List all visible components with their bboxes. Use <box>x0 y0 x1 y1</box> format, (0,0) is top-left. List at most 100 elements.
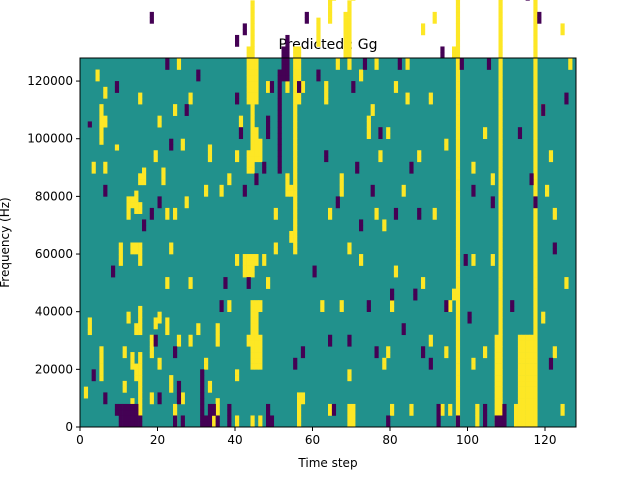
heatmap-cell-high <box>254 352 259 359</box>
heatmap-cell-high <box>258 305 263 312</box>
heatmap-cell-high <box>483 127 488 134</box>
heatmap-cell-high <box>157 121 162 128</box>
heatmap-cell-high <box>242 271 247 278</box>
heatmap-cell-high <box>343 29 348 36</box>
heatmap-cell-high <box>293 219 298 226</box>
heatmap-cell-high <box>293 69 298 76</box>
heatmap-cell-high <box>266 86 271 93</box>
heatmap-cell-low <box>157 398 162 405</box>
heatmap-cell-high <box>347 248 352 255</box>
heatmap-cell-high <box>118 248 123 255</box>
heatmap-cell-high <box>254 98 259 105</box>
heatmap-cell-high <box>215 323 220 330</box>
heatmap-cell-high <box>235 421 240 428</box>
heatmap-cell-high <box>273 242 278 249</box>
heatmap-cell-low <box>444 300 449 307</box>
heatmap-cell-high <box>455 167 461 174</box>
heatmap-cell-high <box>258 352 263 359</box>
heatmap-cell-low <box>297 86 302 93</box>
heatmap-cell-high <box>254 328 259 336</box>
heatmap-cell-high <box>533 184 538 191</box>
heatmap-cell-high <box>316 40 321 47</box>
heatmap-cell-high <box>498 409 503 416</box>
heatmap-cell-low <box>378 132 383 140</box>
heatmap-cell-low <box>149 11 154 18</box>
heatmap-cell-high <box>498 127 503 134</box>
heatmap-cell-high <box>246 254 251 261</box>
heatmap-cell-high <box>138 207 143 214</box>
heatmap-cell-low <box>200 380 205 387</box>
heatmap-cell-high <box>293 248 298 255</box>
heatmap-cell-low <box>122 403 127 411</box>
heatmap-cell-high <box>498 207 503 214</box>
heatmap-cell-high <box>386 127 391 134</box>
heatmap-cell-high <box>293 127 298 134</box>
heatmap-cell-high <box>161 173 166 180</box>
heatmap-cell-low <box>300 346 306 353</box>
heatmap-cell-high <box>122 386 127 393</box>
heatmap-cell-low <box>421 346 426 353</box>
heatmap-cell-high <box>452 46 457 53</box>
heatmap-cell-high <box>328 17 333 24</box>
heatmap-cell-high <box>455 81 461 88</box>
heatmap-cell-high <box>335 63 340 70</box>
heatmap-cell-low <box>126 415 131 422</box>
heatmap-cell-high <box>157 357 162 364</box>
heatmap-cell-high <box>250 144 255 151</box>
heatmap-cell-high <box>343 40 348 47</box>
heatmap-cell-high <box>498 294 503 301</box>
heatmap-cell-high <box>328 0 333 1</box>
heatmap-cell-high <box>211 421 216 428</box>
heatmap-cell-high <box>560 23 565 30</box>
heatmap-cell-high <box>339 173 344 180</box>
heatmap-cell-high <box>529 403 534 411</box>
heatmap-cell-high <box>215 403 220 411</box>
heatmap-cell-high <box>138 179 143 186</box>
heatmap-cell-high <box>250 34 255 42</box>
heatmap-cell-high <box>169 375 174 382</box>
heatmap-cell-high <box>529 375 534 382</box>
heatmap-cell-high <box>173 109 178 116</box>
heatmap-cell-low <box>502 415 507 422</box>
heatmap-cell-high <box>517 369 523 376</box>
heatmap-cell-high <box>293 132 298 140</box>
heatmap-cell-low <box>266 421 271 428</box>
heatmap-cell-high <box>498 213 503 220</box>
heatmap-cell-high <box>297 92 302 99</box>
heatmap-cell-low <box>409 167 414 174</box>
heatmap-cell-low <box>103 398 108 405</box>
heatmap-cell-high <box>533 242 538 249</box>
heatmap-cell-low <box>118 403 123 411</box>
heatmap-cell-low <box>564 92 569 99</box>
heatmap-cell-low <box>428 363 433 370</box>
heatmap-cell-high <box>134 323 139 330</box>
heatmap-cell-high <box>254 311 259 318</box>
heatmap-cell-high <box>207 144 213 151</box>
heatmap-cell-high <box>273 207 278 214</box>
heatmap-cell-low <box>471 184 476 191</box>
heatmap-cell-high <box>498 161 503 168</box>
heatmap-cell-high <box>548 150 554 157</box>
heatmap-cell-high <box>455 127 461 134</box>
heatmap-cell-high <box>293 144 298 151</box>
heatmap-cell-low <box>157 202 162 209</box>
heatmap-cell-high <box>455 121 461 128</box>
heatmap-cell-high <box>258 415 263 422</box>
heatmap-cell-low <box>548 357 554 364</box>
heatmap-cell-high <box>386 346 391 353</box>
heatmap-cell-high <box>525 334 530 341</box>
heatmap-cell-low <box>242 184 247 191</box>
heatmap-cell-high <box>455 242 461 249</box>
heatmap-cell-low <box>200 409 205 416</box>
heatmap-cell-high <box>293 104 298 111</box>
heatmap-cell-high <box>366 121 371 128</box>
heatmap-cell-high <box>455 0 461 7</box>
heatmap-cell-high <box>316 23 321 30</box>
heatmap-cell-low <box>266 409 271 416</box>
heatmap-cell-low <box>494 421 499 428</box>
heatmap-cell-high <box>498 92 503 99</box>
heatmap-cell-high <box>455 63 461 70</box>
heatmap-cell-high <box>417 156 422 163</box>
heatmap-cell-high <box>533 11 538 18</box>
heatmap-cell-high <box>246 167 251 174</box>
